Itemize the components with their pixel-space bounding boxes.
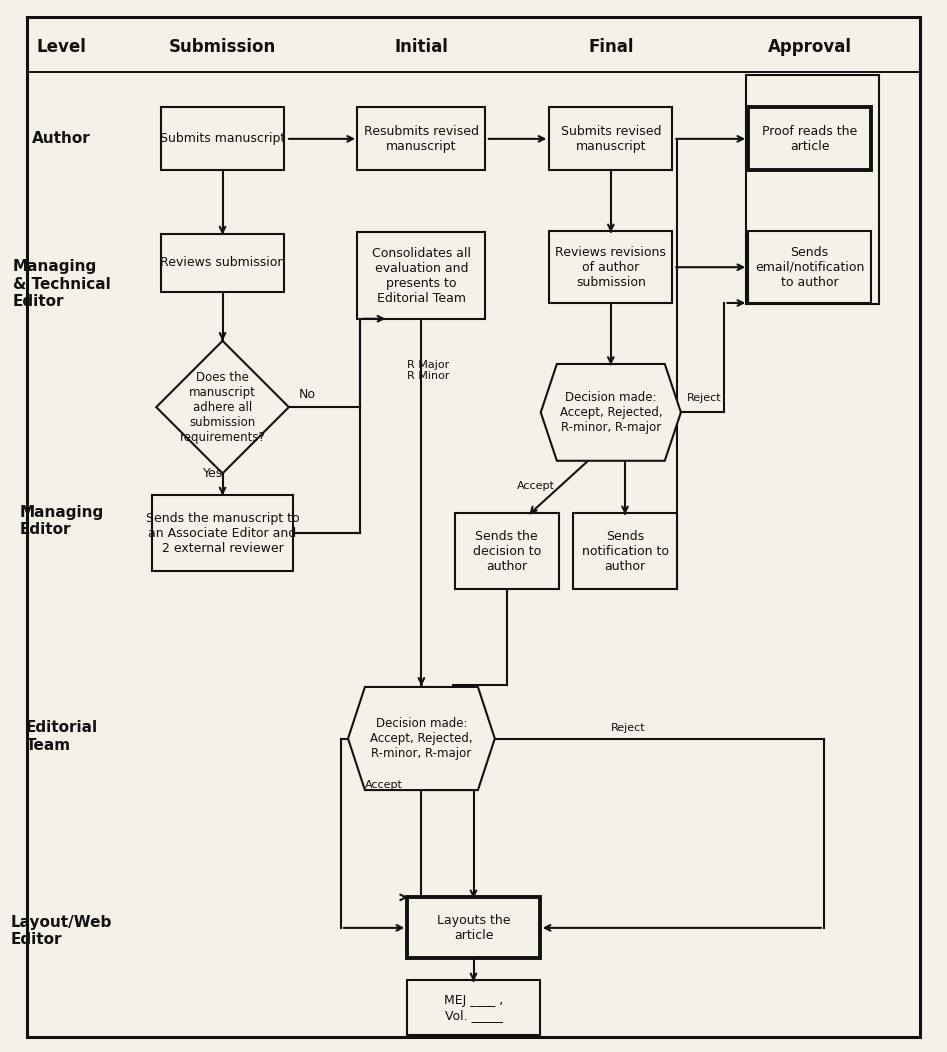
Bar bbox=[358, 232, 485, 319]
Text: Resubmits revised
manuscript: Resubmits revised manuscript bbox=[364, 125, 479, 153]
Polygon shape bbox=[541, 364, 681, 461]
Text: Submits manuscript: Submits manuscript bbox=[160, 133, 285, 145]
Text: Proof reads the
article: Proof reads the article bbox=[762, 125, 857, 153]
Text: MEJ ____ ,
Vol. _____: MEJ ____ , Vol. _____ bbox=[444, 994, 503, 1021]
Text: Managing
& Technical
Editor: Managing & Technical Editor bbox=[12, 259, 111, 309]
Text: Does the
manuscript
adhere all
submission
requirements?: Does the manuscript adhere all submissio… bbox=[180, 370, 265, 444]
Bar bbox=[407, 897, 540, 958]
Bar bbox=[455, 513, 559, 589]
Text: Reject: Reject bbox=[611, 723, 646, 733]
Text: Submits revised
manuscript: Submits revised manuscript bbox=[561, 125, 661, 153]
Bar bbox=[407, 980, 540, 1035]
Bar bbox=[549, 107, 672, 170]
Text: Sends
email/notification
to author: Sends email/notification to author bbox=[755, 246, 865, 288]
Text: No: No bbox=[298, 388, 315, 401]
Bar bbox=[161, 107, 284, 170]
Bar bbox=[161, 234, 284, 291]
Bar bbox=[748, 231, 871, 303]
Text: Initial: Initial bbox=[395, 38, 448, 57]
Text: Level: Level bbox=[37, 38, 86, 57]
Text: Final: Final bbox=[588, 38, 634, 57]
Text: R Major
R Minor: R Major R Minor bbox=[407, 360, 450, 381]
Text: Layout/Web
Editor: Layout/Web Editor bbox=[10, 915, 113, 947]
Polygon shape bbox=[348, 687, 494, 790]
Text: Submission: Submission bbox=[169, 38, 277, 57]
Bar bbox=[549, 231, 672, 303]
Bar bbox=[748, 107, 871, 170]
Text: Reviews revisions
of author
submission: Reviews revisions of author submission bbox=[555, 246, 667, 288]
Text: Layouts the
article: Layouts the article bbox=[437, 914, 510, 942]
Text: Yes: Yes bbox=[203, 467, 223, 480]
Text: Managing
Editor: Managing Editor bbox=[20, 505, 103, 537]
Bar bbox=[573, 513, 677, 589]
Text: Sends
notification to
author: Sends notification to author bbox=[581, 530, 669, 572]
Bar bbox=[358, 107, 485, 170]
Text: Reviews submission: Reviews submission bbox=[160, 257, 285, 269]
Text: Approval: Approval bbox=[768, 38, 851, 57]
Bar bbox=[152, 495, 293, 571]
Text: Reject: Reject bbox=[687, 392, 722, 403]
Text: Accept: Accept bbox=[365, 780, 402, 790]
Text: Sends the manuscript to
an Associate Editor and
2 external reviewer: Sends the manuscript to an Associate Edi… bbox=[146, 512, 299, 554]
Text: Accept: Accept bbox=[517, 481, 555, 491]
Text: Editorial
Team: Editorial Team bbox=[26, 721, 98, 752]
Text: Sends the
decision to
author: Sends the decision to author bbox=[473, 530, 541, 572]
Bar bbox=[746, 75, 879, 304]
Text: Consolidates all
evaluation and
presents to
Editorial Team: Consolidates all evaluation and presents… bbox=[372, 246, 471, 305]
Text: Decision made:
Accept, Rejected,
R-minor, R-major: Decision made: Accept, Rejected, R-minor… bbox=[370, 717, 473, 760]
Polygon shape bbox=[156, 341, 289, 473]
Text: Decision made:
Accept, Rejected,
R-minor, R-major: Decision made: Accept, Rejected, R-minor… bbox=[560, 391, 662, 433]
Text: Author: Author bbox=[32, 132, 91, 146]
